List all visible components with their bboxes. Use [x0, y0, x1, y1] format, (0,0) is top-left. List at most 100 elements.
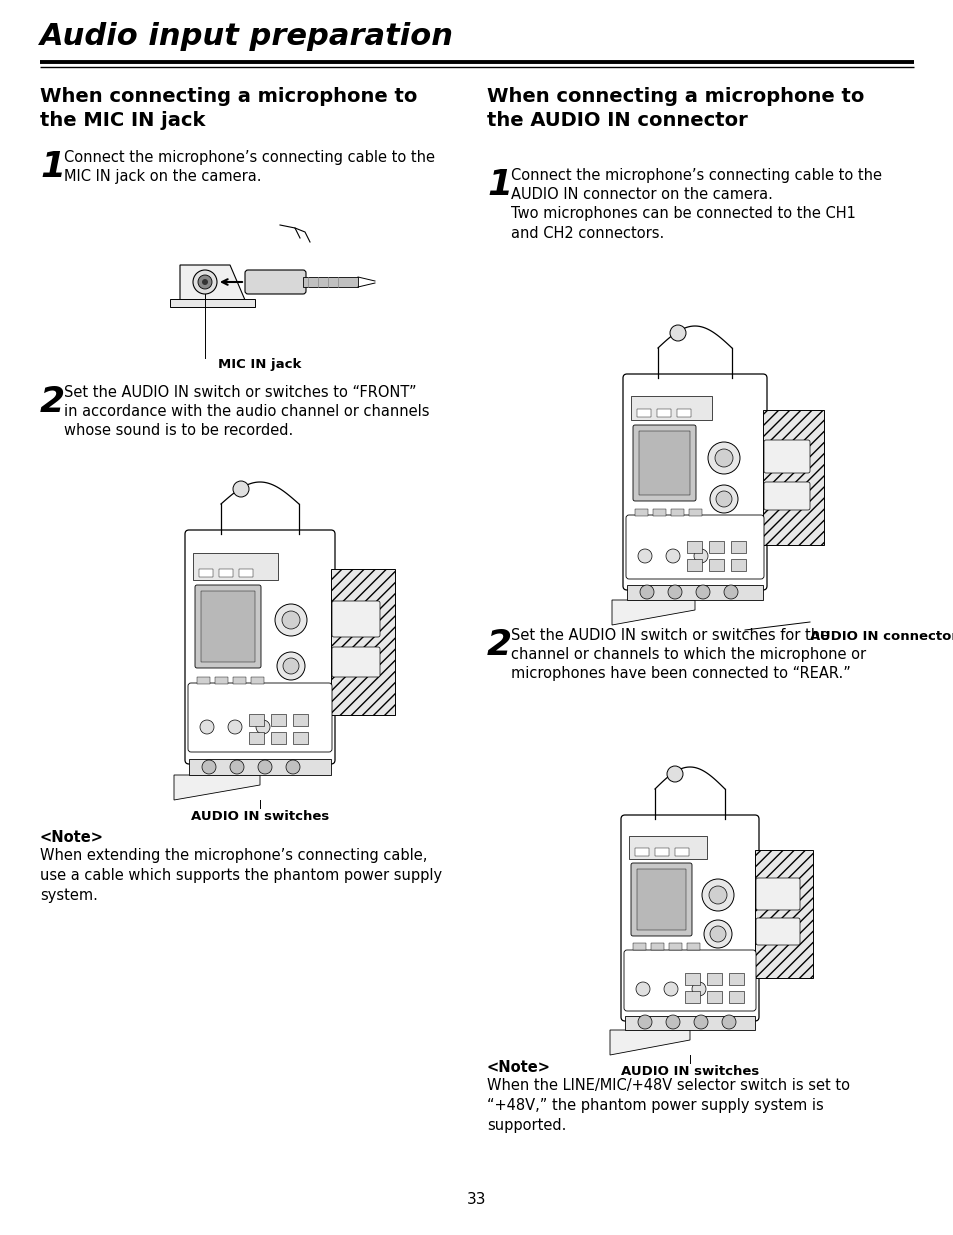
FancyBboxPatch shape	[245, 270, 306, 294]
Circle shape	[283, 658, 298, 674]
Bar	[637, 869, 685, 930]
Text: <Note>: <Note>	[486, 1060, 551, 1074]
Circle shape	[638, 1015, 651, 1029]
Bar	[628, 836, 706, 860]
Bar	[233, 677, 246, 684]
FancyBboxPatch shape	[332, 647, 379, 677]
Bar	[303, 277, 357, 287]
FancyBboxPatch shape	[763, 482, 809, 510]
Bar	[684, 973, 700, 986]
Circle shape	[709, 485, 738, 513]
Text: When connecting a microphone to
the AUDIO IN connector: When connecting a microphone to the AUDI…	[486, 86, 863, 130]
Bar	[626, 585, 762, 600]
Bar	[249, 732, 264, 743]
Circle shape	[233, 480, 249, 496]
Bar	[630, 396, 711, 420]
Text: <Note>: <Note>	[40, 830, 104, 845]
Text: AUDIO IN switches: AUDIO IN switches	[620, 1065, 759, 1078]
Bar	[762, 410, 823, 545]
Circle shape	[691, 982, 705, 995]
Bar	[331, 569, 395, 715]
FancyBboxPatch shape	[625, 515, 763, 579]
Text: Audio input preparation: Audio input preparation	[40, 22, 454, 51]
Circle shape	[255, 720, 270, 734]
Bar	[635, 848, 648, 856]
Circle shape	[282, 611, 299, 629]
Circle shape	[663, 982, 678, 995]
FancyBboxPatch shape	[620, 815, 759, 1021]
Bar	[655, 848, 668, 856]
Circle shape	[723, 585, 738, 599]
Polygon shape	[612, 600, 695, 625]
Text: 1: 1	[486, 168, 512, 203]
Circle shape	[708, 885, 726, 904]
Text: AUDIO IN switches: AUDIO IN switches	[191, 810, 329, 823]
Bar	[754, 850, 812, 978]
Circle shape	[274, 604, 307, 636]
Bar	[564, 725, 834, 1040]
Text: When the LINE/MIC/+48V selector switch is set to
“+48V,” the phantom power suppl: When the LINE/MIC/+48V selector switch i…	[486, 1078, 849, 1132]
Circle shape	[198, 275, 212, 289]
Bar	[706, 990, 721, 1003]
FancyBboxPatch shape	[622, 374, 766, 590]
Bar	[708, 559, 723, 571]
Bar	[686, 944, 700, 950]
Circle shape	[193, 270, 216, 294]
Bar	[728, 990, 743, 1003]
Bar	[249, 714, 264, 726]
Bar	[624, 1016, 754, 1030]
Text: Connect the microphone’s connecting cable to the
AUDIO IN connector on the camer: Connect the microphone’s connecting cabl…	[511, 168, 882, 241]
Bar	[251, 677, 264, 684]
FancyBboxPatch shape	[188, 683, 332, 752]
Bar	[196, 677, 210, 684]
Bar	[199, 569, 213, 577]
Text: 33: 33	[467, 1192, 486, 1207]
Circle shape	[667, 585, 681, 599]
Bar	[652, 509, 665, 516]
Circle shape	[665, 550, 679, 563]
Circle shape	[636, 982, 649, 995]
Circle shape	[200, 720, 213, 734]
Bar	[688, 509, 701, 516]
FancyBboxPatch shape	[185, 530, 335, 764]
Text: Set the AUDIO IN switch or switches for the
channel or channels to which the mic: Set the AUDIO IN switch or switches for …	[511, 629, 865, 682]
Bar	[271, 714, 286, 726]
Text: 1: 1	[40, 149, 65, 184]
Circle shape	[228, 720, 242, 734]
Circle shape	[703, 920, 731, 948]
Bar	[637, 409, 650, 417]
Bar	[706, 973, 721, 986]
Text: 2: 2	[40, 385, 65, 419]
Bar	[670, 509, 683, 516]
Bar	[170, 299, 254, 308]
Circle shape	[666, 766, 682, 782]
Bar	[293, 732, 308, 743]
Bar	[564, 280, 844, 610]
Text: When extending the microphone’s connecting cable,
use a cable which supports the: When extending the microphone’s connecti…	[40, 848, 441, 903]
Circle shape	[714, 450, 732, 467]
FancyBboxPatch shape	[755, 918, 800, 945]
Bar	[708, 541, 723, 553]
Circle shape	[230, 760, 244, 774]
Circle shape	[257, 760, 272, 774]
Circle shape	[707, 442, 740, 474]
Bar	[633, 944, 645, 950]
Bar	[239, 569, 253, 577]
Polygon shape	[609, 1030, 689, 1055]
Circle shape	[286, 760, 299, 774]
FancyBboxPatch shape	[194, 585, 261, 668]
Polygon shape	[180, 266, 245, 300]
Bar	[271, 732, 286, 743]
Circle shape	[202, 279, 208, 285]
Bar	[675, 848, 688, 856]
Bar	[684, 990, 700, 1003]
Text: 2: 2	[486, 629, 512, 662]
Bar	[668, 944, 681, 950]
Polygon shape	[173, 776, 260, 800]
Circle shape	[709, 926, 725, 942]
Bar	[686, 541, 701, 553]
Circle shape	[276, 652, 305, 680]
Bar	[657, 409, 670, 417]
Text: MIC IN jack: MIC IN jack	[218, 358, 301, 370]
Circle shape	[665, 1015, 679, 1029]
